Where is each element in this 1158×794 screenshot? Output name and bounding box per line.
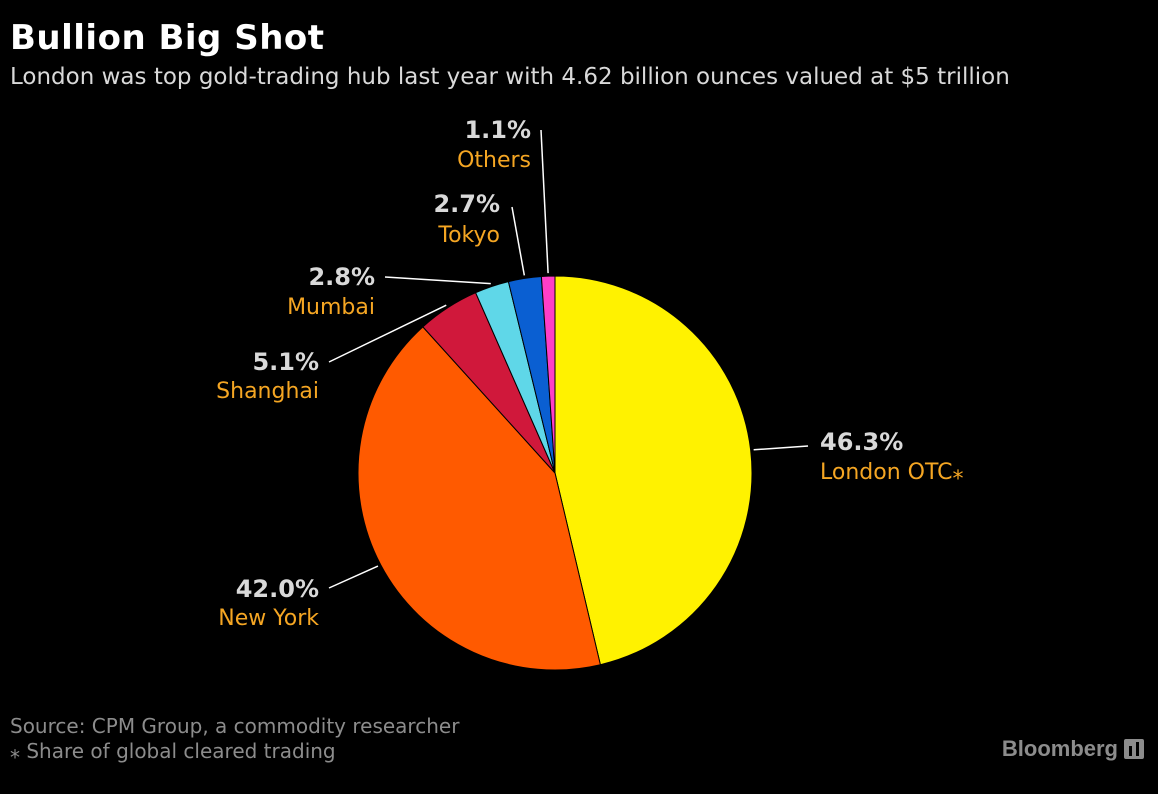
pct-label-shanghai: 5.1% bbox=[252, 348, 319, 376]
pct-label-mumbai: 2.8% bbox=[308, 263, 375, 291]
leader-line-new-york bbox=[328, 565, 379, 589]
slice-label-shanghai: Shanghai bbox=[216, 379, 319, 404]
footnote: ⁎ Share of global cleared trading bbox=[10, 739, 336, 763]
pct-label-others: 1.1% bbox=[464, 116, 531, 144]
pct-label-london: 46.3% bbox=[820, 428, 903, 456]
leader-line-others bbox=[540, 129, 549, 274]
leader-line-mumbai bbox=[384, 276, 491, 285]
slice-label-new-york: New York bbox=[218, 606, 319, 631]
pie-slice-london bbox=[554, 275, 753, 666]
chart-subtitle: London was top gold-trading hub last yea… bbox=[10, 64, 1010, 90]
brand-logo: Bloomberg bbox=[1002, 736, 1144, 762]
slice-label-tokyo: Tokyo bbox=[437, 223, 500, 248]
slice-label-london: London OTC⁎ bbox=[820, 460, 963, 485]
source-note: Source: CPM Group, a commodity researche… bbox=[10, 714, 460, 738]
pct-label-tokyo: 2.7% bbox=[433, 190, 500, 218]
pie-slice-others bbox=[540, 275, 556, 474]
brand-name: Bloomberg bbox=[1001, 736, 1118, 761]
slice-label-others: Others bbox=[457, 148, 531, 173]
slice-label-mumbai: Mumbai bbox=[287, 295, 375, 320]
chart-title: Bullion Big Shot bbox=[10, 18, 325, 58]
leader-line-shanghai bbox=[328, 304, 447, 363]
bloomberg-chart-icon bbox=[1124, 739, 1144, 759]
leader-line-london bbox=[753, 445, 809, 451]
pie-slice-new-york bbox=[357, 326, 601, 671]
pct-label-new-york: 42.0% bbox=[236, 575, 319, 603]
leader-line-tokyo bbox=[511, 206, 526, 276]
